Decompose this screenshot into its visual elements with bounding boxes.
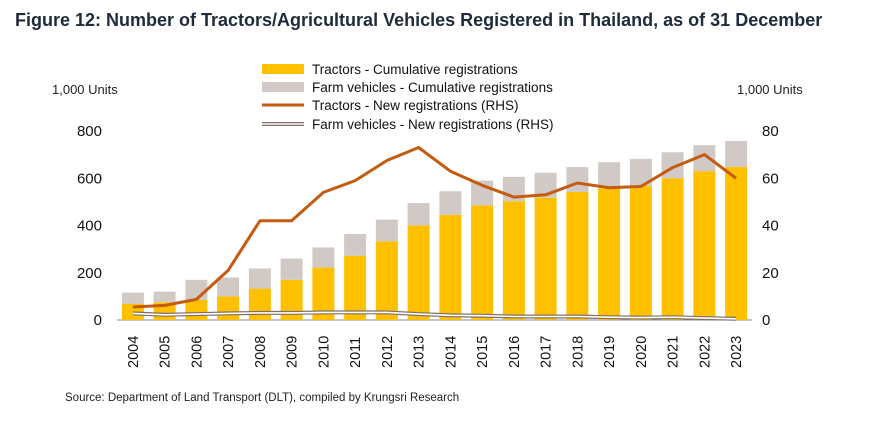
bar-farm-cumulative	[629, 158, 652, 187]
x-tick-label: 2013	[412, 336, 428, 368]
x-tick-label: 2012	[380, 336, 396, 368]
chart-title: Figure 12: Number of Tractors/Agricultur…	[15, 10, 823, 30]
y-tick-label: 800	[77, 123, 102, 140]
x-tick-label: 2018	[570, 336, 586, 368]
x-tick-label: 2009	[285, 336, 301, 368]
legend-label: Tractors - New registrations (RHS)	[312, 98, 519, 113]
bar-tractors-cumulative	[312, 267, 335, 320]
bar-tractors-cumulative	[471, 205, 494, 320]
x-tick-label: 2023	[729, 336, 745, 368]
x-tick-label: 2010	[316, 336, 332, 368]
legend-swatch-farm-cumulative	[262, 82, 304, 92]
source-note: Source: Department of Land Transport (DL…	[65, 392, 460, 404]
x-tick-label: 2014	[443, 336, 459, 368]
bar-farm-cumulative	[725, 140, 748, 167]
line-series	[132, 146, 737, 321]
y-tick-label: 600	[77, 170, 102, 187]
bar-farm-cumulative	[566, 167, 589, 192]
bar-tractors-cumulative	[725, 166, 748, 320]
bar-tractors-cumulative	[248, 288, 271, 320]
y2-tick-label: 40	[762, 218, 779, 235]
bar-farm-cumulative	[439, 191, 462, 215]
bar-farm-cumulative	[344, 234, 367, 256]
bar-farm-cumulative	[248, 268, 271, 289]
y2-tick-label: 0	[762, 312, 770, 329]
bar-tractors-cumulative	[217, 296, 240, 320]
bar-tractors-cumulative	[280, 279, 303, 320]
bar-tractors-cumulative	[661, 178, 684, 320]
bar-tractors-cumulative	[407, 225, 430, 320]
x-tick-label: 2021	[666, 336, 682, 368]
bar-tractors-cumulative	[629, 186, 652, 320]
x-tick-label: 2016	[507, 336, 523, 368]
legend: Tractors - Cumulative registrations Farm …	[262, 62, 554, 132]
x-tick-label: 2022	[697, 336, 713, 368]
bar-tractors-cumulative	[598, 188, 621, 320]
bar-tractors-cumulative	[534, 197, 557, 320]
y2-tick-label: 60	[762, 170, 779, 187]
line-tractors-new	[132, 146, 737, 309]
bar-farm-cumulative	[280, 258, 303, 280]
bar-farm-cumulative	[312, 247, 335, 268]
x-tick-label: 2006	[189, 336, 205, 368]
bar-farm-cumulative	[693, 145, 716, 172]
bar-tractors-cumulative	[566, 191, 589, 320]
x-tick-label: 2004	[126, 336, 142, 368]
left-axis-unit: 1,000 Units	[52, 82, 118, 97]
y-tick-label: 400	[77, 218, 102, 235]
bar-tractors-cumulative	[344, 255, 367, 320]
legend-label: Farm vehicles - New registrations (RHS)	[312, 117, 554, 132]
right-axis-unit: 1,000 Units	[737, 82, 803, 97]
x-tick-label: 2019	[602, 336, 618, 368]
y-tick-label: 0	[94, 312, 102, 329]
x-tick-label: 2017	[539, 336, 555, 368]
bar-tractors-cumulative	[502, 201, 525, 320]
bar-tractors-cumulative	[185, 299, 208, 320]
bar-tractors-cumulative	[693, 171, 716, 320]
bar-farm-cumulative	[407, 203, 430, 226]
tick-labels: 0 200 400 600 800 0 20 40 60 80 2004 2005 2006 2007 20…	[77, 123, 779, 368]
bar-farm-cumulative	[598, 162, 621, 189]
x-tick-label: 2020	[634, 336, 650, 368]
bar-tractors-cumulative	[375, 241, 398, 320]
bar-tractors-cumulative	[439, 214, 462, 320]
legend-label: Farm vehicles - Cumulative registrations	[312, 80, 553, 95]
y2-tick-label: 80	[762, 123, 779, 140]
bar-farm-cumulative	[185, 279, 208, 300]
line-farm-new-inner	[132, 311, 737, 320]
x-tick-label: 2008	[253, 336, 269, 368]
y2-tick-label: 20	[762, 265, 779, 282]
legend-swatch-tractors-cumulative	[262, 64, 304, 74]
bar-series	[121, 140, 748, 320]
x-tick-label: 2015	[475, 336, 491, 368]
bar-farm-cumulative	[217, 277, 240, 297]
bar-farm-cumulative	[153, 291, 176, 303]
bar-farm-cumulative	[375, 219, 398, 242]
legend-label: Tractors - Cumulative registrations	[312, 62, 518, 77]
bar-farm-cumulative	[121, 292, 144, 304]
x-tick-label: 2007	[221, 336, 237, 368]
x-tick-label: 2011	[348, 337, 364, 368]
y-tick-label: 200	[77, 265, 102, 282]
x-tick-label: 2005	[158, 336, 174, 368]
